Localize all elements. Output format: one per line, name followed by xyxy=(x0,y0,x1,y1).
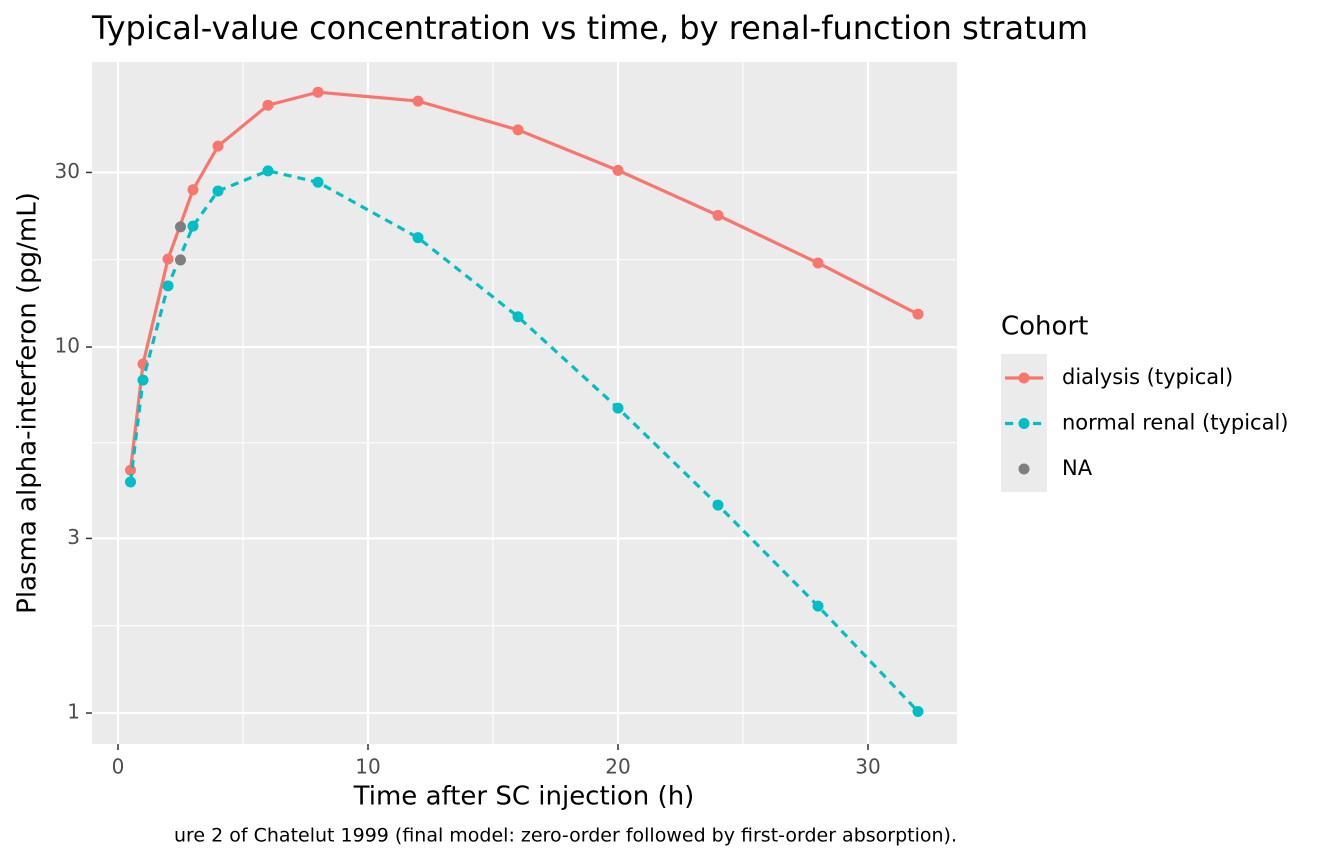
x-tick-label: 0 xyxy=(112,755,125,779)
data-point xyxy=(125,476,136,488)
data-point xyxy=(812,257,824,269)
data-point xyxy=(175,221,186,233)
panel xyxy=(92,62,957,744)
data-point xyxy=(212,185,224,197)
data-point xyxy=(612,164,624,176)
data-point xyxy=(912,705,924,717)
legend-point xyxy=(1018,418,1030,429)
data-point xyxy=(175,254,186,266)
grid xyxy=(92,62,957,744)
data-point xyxy=(712,499,724,511)
data-point xyxy=(412,95,424,107)
y-axis-label: Plasma alpha-interferon (pg/mL) xyxy=(13,192,43,614)
x-axis-label: Time after SC injection (h) xyxy=(353,782,695,812)
data-point xyxy=(712,209,724,221)
data-point xyxy=(187,184,199,196)
data-point xyxy=(612,402,624,414)
legend-label: NA xyxy=(1062,456,1093,480)
y-tick-label: 1 xyxy=(67,700,80,724)
data-point xyxy=(512,311,524,323)
y-tick-label: 30 xyxy=(55,159,80,183)
x-tick-label: 10 xyxy=(355,755,380,779)
data-point xyxy=(187,220,199,232)
x-tick-label: 30 xyxy=(855,755,880,779)
data-point xyxy=(137,374,149,386)
chart-title: Typical-value concentration vs time, by … xyxy=(91,9,1088,47)
x-tick-label: 20 xyxy=(605,755,630,779)
y-tick-label: 3 xyxy=(67,525,80,549)
data-point xyxy=(212,140,224,152)
y-tick-label: 10 xyxy=(55,334,80,358)
legend-label: normal renal (typical) xyxy=(1062,411,1289,435)
data-point xyxy=(912,308,924,320)
data-point xyxy=(312,176,324,188)
data-point xyxy=(262,99,274,111)
data-point xyxy=(812,600,824,612)
data-point xyxy=(512,124,524,136)
data-point xyxy=(162,280,174,292)
legend-point xyxy=(1018,372,1030,384)
data-point xyxy=(162,253,174,265)
legend-label: dialysis (typical) xyxy=(1062,365,1233,389)
caption: ure 2 of Chatelut 1999 (final model: zer… xyxy=(174,825,957,847)
data-point xyxy=(312,86,324,98)
legend-title: Cohort xyxy=(1001,312,1088,342)
data-point xyxy=(412,232,424,244)
legend-point xyxy=(1018,463,1030,475)
data-point xyxy=(262,165,274,177)
